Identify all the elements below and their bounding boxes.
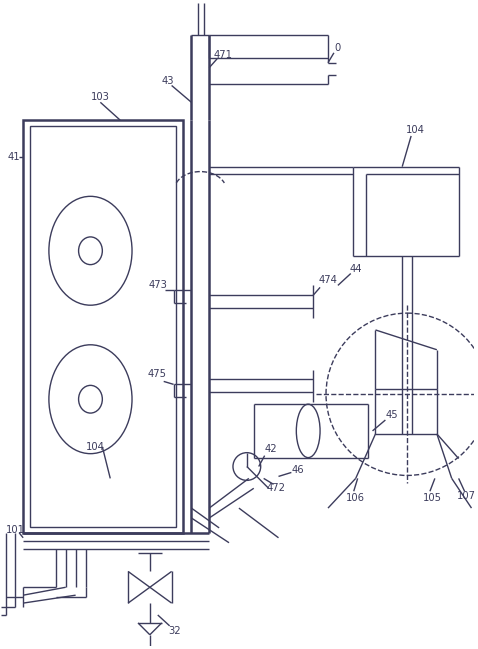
Text: 104: 104 <box>86 442 105 452</box>
Text: 103: 103 <box>91 92 110 103</box>
Text: 101: 101 <box>6 525 25 535</box>
Text: 46: 46 <box>292 465 304 476</box>
Text: 474: 474 <box>318 275 337 286</box>
Text: 107: 107 <box>457 491 476 501</box>
Text: 32: 32 <box>168 626 181 636</box>
Text: 473: 473 <box>148 280 167 290</box>
Text: 472: 472 <box>267 484 286 493</box>
Bar <box>23 120 183 533</box>
Text: 475: 475 <box>147 369 166 380</box>
Text: 43: 43 <box>162 75 174 86</box>
Text: 0: 0 <box>335 43 341 53</box>
Text: 106: 106 <box>346 493 365 503</box>
Text: 45: 45 <box>386 410 399 420</box>
Text: 44: 44 <box>349 263 362 274</box>
Text: 42: 42 <box>264 444 277 454</box>
Bar <box>30 126 175 527</box>
Text: 105: 105 <box>423 493 441 503</box>
Text: 471: 471 <box>214 50 233 60</box>
Text: 41: 41 <box>8 152 21 162</box>
Text: 104: 104 <box>406 125 424 135</box>
